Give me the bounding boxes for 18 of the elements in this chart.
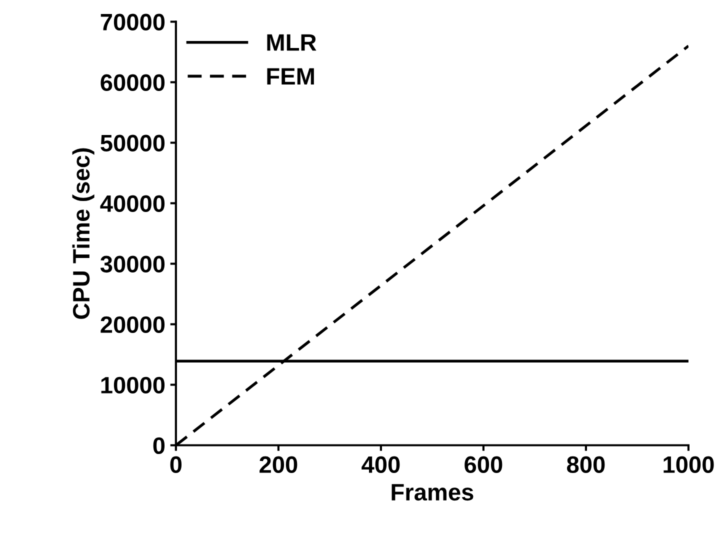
y-tick-label: 40000 bbox=[100, 195, 165, 212]
y-tick-label: 10000 bbox=[101, 376, 165, 394]
x-tick-label: 200 bbox=[260, 456, 298, 474]
x-tick-label: 0 bbox=[170, 456, 182, 474]
legend-label: FEM bbox=[267, 68, 314, 84]
x-tick-label: 800 bbox=[567, 456, 605, 474]
y-tick-label: 70000 bbox=[100, 14, 165, 31]
y-tick-label: 30000 bbox=[100, 256, 165, 273]
x-tick-label: 400 bbox=[362, 456, 400, 474]
x-tick-label: 1000 bbox=[664, 456, 714, 474]
y-tick-label: 60000 bbox=[100, 74, 165, 92]
y-tick-label: 20000 bbox=[100, 316, 165, 334]
y-tick-label: 0 bbox=[153, 437, 165, 454]
x-axis-title: Frames bbox=[392, 484, 474, 501]
y-axis-title: CPU Time (sec) bbox=[72, 148, 94, 319]
x-tick-label: 600 bbox=[464, 456, 502, 474]
y-tick-label: 50000 bbox=[100, 134, 165, 152]
legend-label: MLR bbox=[267, 34, 316, 51]
